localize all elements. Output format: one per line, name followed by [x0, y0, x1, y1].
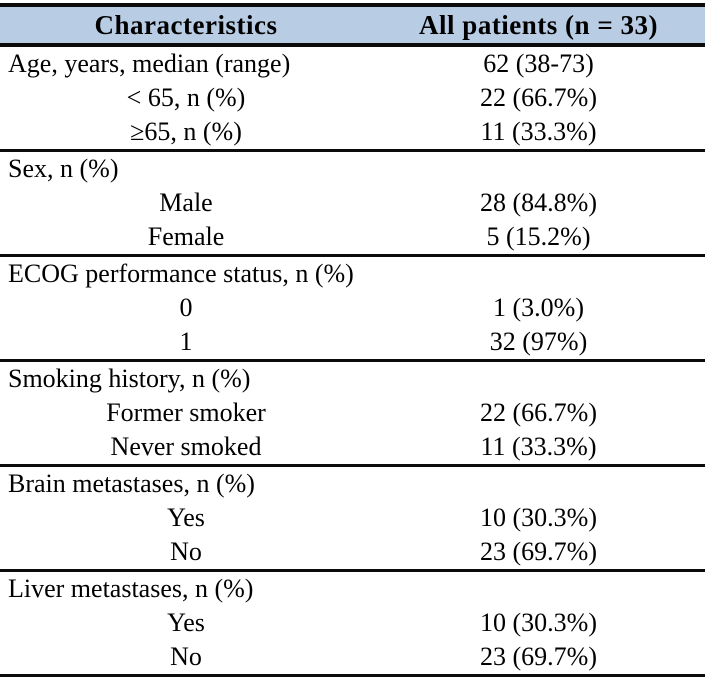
table-row-sex-male: Male 28 (84.8%) [0, 186, 705, 220]
row-value [372, 466, 705, 502]
table-row-sex-female: Female 5 (15.2%) [0, 220, 705, 257]
table-row-brain-yes: Yes 10 (30.3%) [0, 501, 705, 535]
table-row-ecog-0: 0 1 (3.0%) [0, 291, 705, 325]
row-value: 28 (84.8%) [480, 188, 597, 217]
row-label: Liver metastases, n (%) [8, 574, 254, 603]
row-value: 62 (38-73) [483, 49, 594, 78]
table-row-ecog-1: 1 32 (97%) [0, 325, 705, 362]
table-row-smoking-never: Never smoked 11 (33.3%) [0, 430, 705, 467]
table-row-ecog: ECOG performance status, n (%) [0, 256, 705, 292]
row-value: 11 (33.3%) [372, 115, 705, 152]
row-label: Yes [167, 503, 205, 532]
row-label: Male [159, 188, 213, 217]
row-label: Age, years, median (range) [8, 49, 291, 78]
table-row-liver: Liver metastases, n (%) [0, 571, 705, 607]
row-label: Smoking history, n (%) [8, 364, 251, 393]
row-label: Yes [167, 608, 205, 637]
row-value: 10 (30.3%) [480, 503, 597, 532]
row-label: Former smoker [106, 398, 266, 427]
table-row-liver-no: No 23 (69.7%) [0, 640, 705, 677]
row-value [372, 571, 705, 607]
row-label: Sex, n (%) [8, 154, 119, 183]
table-row-brain-no: No 23 (69.7%) [0, 535, 705, 572]
row-label: 0 [179, 293, 193, 322]
row-label: < 65, n (%) [126, 83, 246, 112]
row-label: Female [0, 220, 372, 257]
table-row-smoking-former: Former smoker 22 (66.7%) [0, 396, 705, 430]
row-label: No [0, 640, 372, 677]
table-row-smoking: Smoking history, n (%) [0, 361, 705, 397]
table-row-brain: Brain metastases, n (%) [0, 466, 705, 502]
table-row-age-under65: < 65, n (%) 22 (66.7%) [0, 81, 705, 115]
row-label: Brain metastases, n (%) [8, 469, 255, 498]
row-value: 10 (30.3%) [480, 608, 597, 637]
row-label: No [0, 535, 372, 572]
row-label: ECOG performance status, n (%) [8, 259, 354, 288]
row-label: Never smoked [0, 430, 372, 467]
table-row-sex: Sex, n (%) [0, 151, 705, 187]
row-value: 11 (33.3%) [372, 430, 705, 467]
row-value: 22 (66.7%) [480, 398, 597, 427]
row-value: 5 (15.2%) [372, 220, 705, 257]
row-label: ≥65, n (%) [0, 115, 372, 152]
row-value [372, 361, 705, 397]
row-value: 23 (69.7%) [372, 535, 705, 572]
patient-characteristics-table: Characteristics All patients (n = 33) Ag… [0, 3, 705, 677]
row-value: 1 (3.0%) [493, 293, 584, 322]
header-all-patients: All patients (n = 33) [372, 5, 705, 47]
row-value: 32 (97%) [372, 325, 705, 362]
row-value [372, 256, 705, 292]
row-value: 23 (69.7%) [372, 640, 705, 677]
table-row-age-65plus: ≥65, n (%) 11 (33.3%) [0, 115, 705, 152]
row-value: 22 (66.7%) [480, 83, 597, 112]
table-row-age: Age, years, median (range) 62 (38-73) [0, 45, 705, 81]
row-value [372, 151, 705, 187]
row-label: 1 [0, 325, 372, 362]
table-header-row: Characteristics All patients (n = 33) [0, 5, 705, 47]
header-characteristics: Characteristics [0, 5, 372, 47]
table-row-liver-yes: Yes 10 (30.3%) [0, 606, 705, 640]
